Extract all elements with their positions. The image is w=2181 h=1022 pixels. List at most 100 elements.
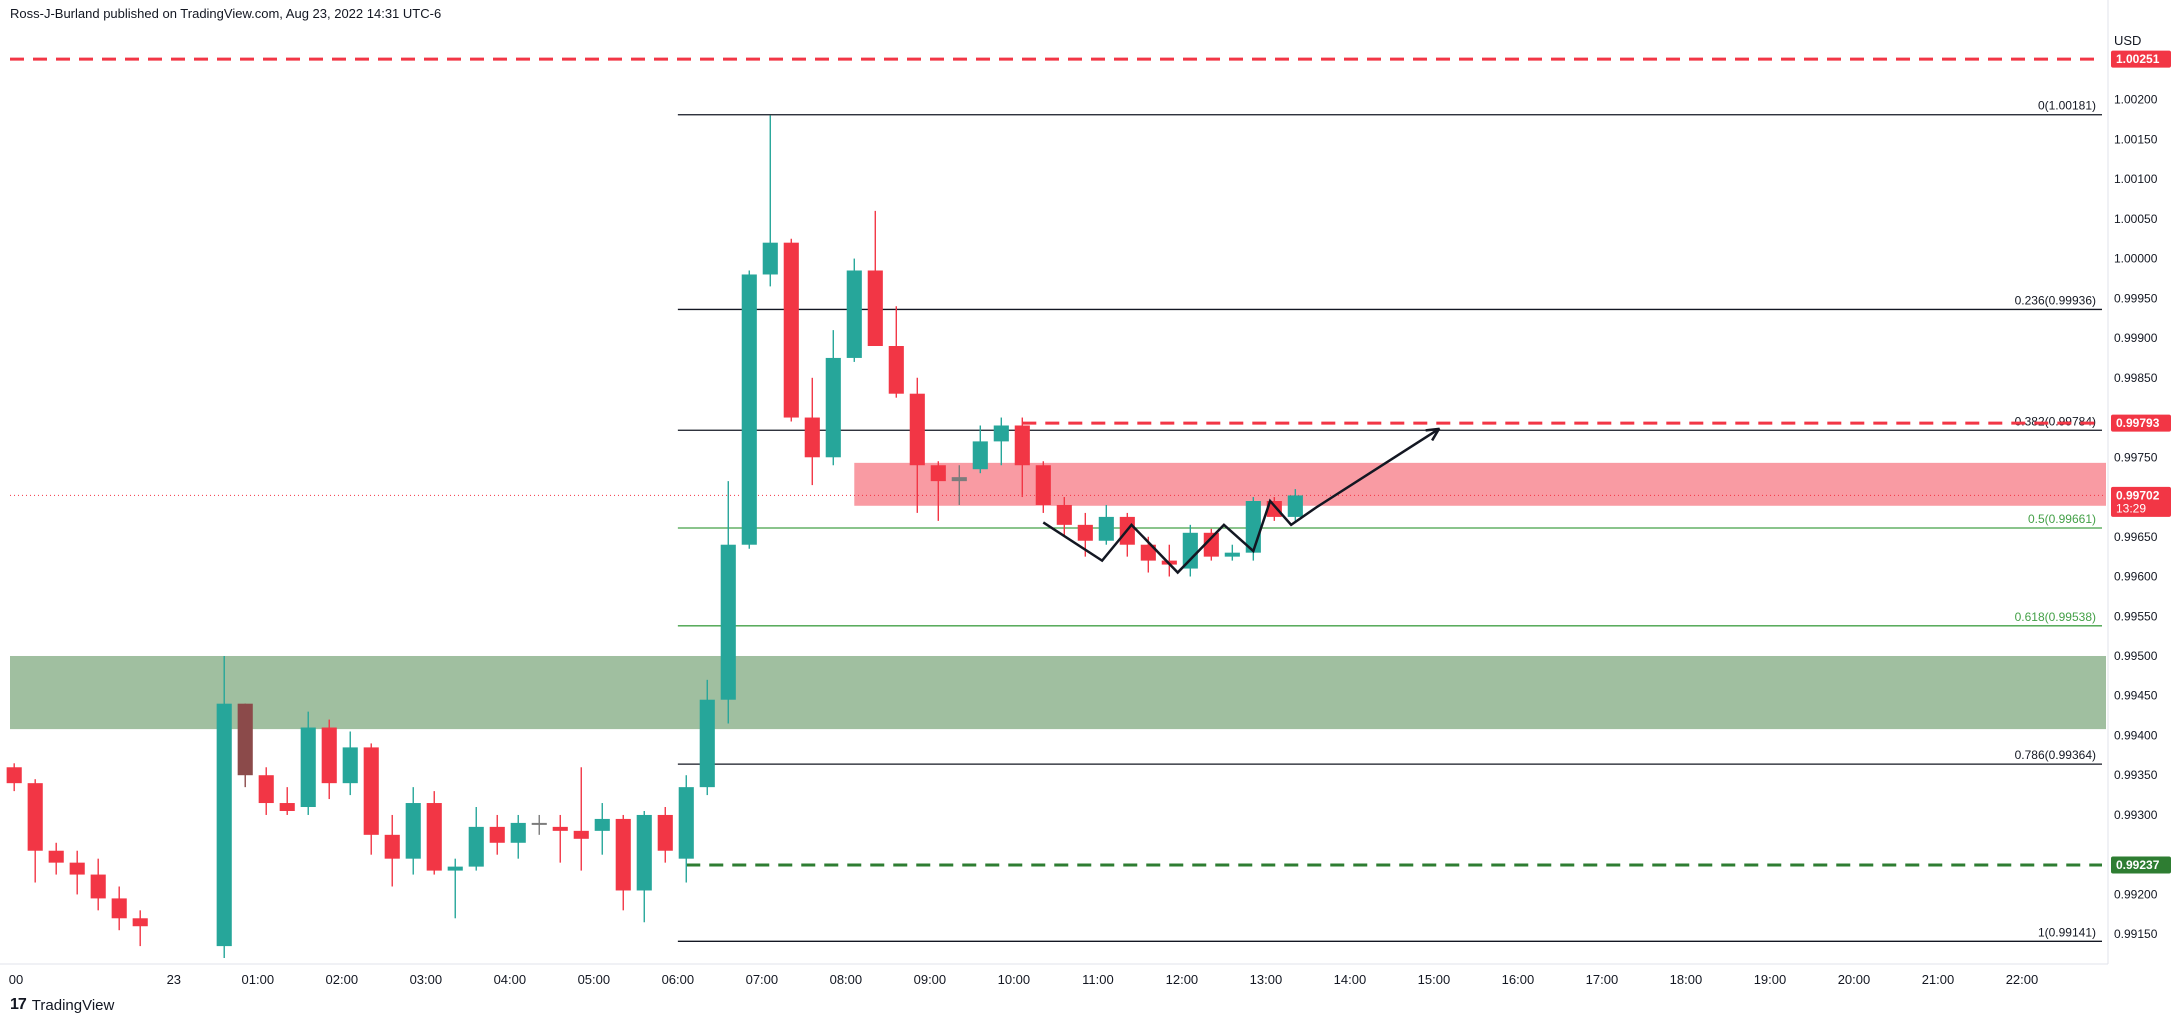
candle-body	[930, 465, 946, 482]
x-tick-label: 00	[9, 972, 23, 987]
candle-body	[573, 830, 589, 839]
candle	[783, 238, 799, 422]
candle-body	[1098, 516, 1114, 541]
y-tick-label: 0.99550	[2114, 609, 2158, 623]
x-tick-label: 07:00	[746, 972, 779, 987]
candle	[993, 417, 1009, 466]
x-tick-label: 06:00	[662, 972, 695, 987]
y-tick-label: 1.00000	[2114, 252, 2158, 266]
y-tick-label: 0.99400	[2114, 728, 2158, 742]
candle-body	[888, 346, 904, 394]
x-tick-label: 02:00	[326, 972, 359, 987]
green-zone	[10, 655, 2106, 730]
candle	[321, 719, 337, 800]
candle-body	[90, 874, 106, 899]
candle	[405, 787, 421, 875]
candle	[1203, 528, 1219, 561]
y-tick-label: 1.00100	[2114, 172, 2158, 186]
candle	[258, 767, 274, 815]
y-tick-label: 1.00050	[2114, 212, 2158, 226]
candle	[867, 210, 883, 347]
candle-body	[783, 242, 799, 418]
candle	[930, 461, 946, 521]
candle-body	[363, 747, 379, 835]
x-tick-label: 16:00	[1502, 972, 1535, 987]
candle	[888, 306, 904, 398]
x-tick-label: 11:00	[1082, 972, 1114, 987]
candle	[804, 377, 820, 486]
candle	[951, 465, 967, 505]
y-tick-label: 0.99850	[2114, 371, 2158, 385]
candle-body	[384, 834, 400, 859]
candle	[279, 787, 295, 815]
candle-body	[1077, 524, 1093, 541]
candle	[426, 791, 442, 875]
currency-label: USD	[2114, 33, 2141, 48]
price-tag: 0.99793	[2111, 414, 2171, 432]
candle	[657, 807, 673, 863]
candle-body	[405, 803, 421, 859]
fib-level-label: 0.618(0.99538)	[2015, 610, 2096, 624]
fib-level-label: 0(1.00181)	[2038, 99, 2096, 113]
fib-level-label: 1(0.99141)	[2038, 925, 2096, 939]
x-tick-label: 20:00	[1838, 972, 1871, 987]
x-tick-label: 08:00	[830, 972, 863, 987]
candle	[132, 910, 148, 947]
y-tick-label: 0.99900	[2114, 331, 2158, 345]
candle-body	[510, 822, 526, 843]
candle	[531, 814, 547, 835]
y-tick-label: 0.99500	[2114, 649, 2158, 663]
candle	[69, 850, 85, 895]
candle-body	[678, 787, 694, 859]
tradingview-footer[interactable]: 17 TradingView	[10, 996, 114, 1014]
y-tick-label: 0.99200	[2114, 887, 2158, 901]
candle-body	[1224, 552, 1240, 557]
y-tick-label: 0.99750	[2114, 450, 2158, 464]
x-tick-label: 10:00	[998, 972, 1031, 987]
candle	[216, 655, 232, 959]
candle-body	[111, 898, 127, 919]
tradingview-brand: TradingView	[31, 996, 115, 1014]
candle-body	[909, 393, 925, 466]
price-tag-bg	[2111, 414, 2171, 432]
y-tick-label: 1.00200	[2114, 93, 2158, 107]
candle-body	[552, 826, 568, 831]
x-tick-label: 05:00	[578, 972, 611, 987]
price-tag-value: 0.99237	[2116, 858, 2160, 872]
x-tick-label: 14:00	[1334, 972, 1367, 987]
candle-body	[720, 544, 736, 700]
candle-body	[1035, 465, 1051, 505]
candle	[594, 803, 610, 855]
candle	[27, 779, 43, 883]
candle	[111, 886, 127, 931]
x-tick-label: 01:00	[242, 972, 275, 987]
candle-body	[594, 818, 610, 831]
candle	[741, 270, 757, 549]
candle	[699, 679, 715, 796]
candle	[762, 115, 778, 287]
x-tick-label: 09:00	[914, 972, 947, 987]
candle	[90, 858, 106, 911]
candle	[1224, 544, 1240, 561]
x-tick-label: 13:00	[1250, 972, 1283, 987]
candle-body	[762, 242, 778, 275]
candle	[615, 814, 631, 911]
candle-body	[699, 699, 715, 788]
candle	[1266, 497, 1282, 521]
candle-body	[69, 862, 85, 875]
candle-body	[741, 274, 757, 545]
price-tag-bg	[2111, 486, 2171, 517]
candle-body	[237, 703, 253, 776]
candle-body	[426, 803, 442, 871]
candle	[447, 858, 463, 919]
candle	[909, 377, 925, 513]
candle	[237, 703, 253, 788]
candle-body	[1203, 532, 1219, 557]
candle	[1182, 524, 1198, 577]
publish-byline: Ross-J-Burland published on TradingView.…	[10, 6, 442, 21]
candle-body	[216, 703, 232, 947]
candle	[636, 810, 652, 923]
candle-body	[258, 775, 274, 804]
